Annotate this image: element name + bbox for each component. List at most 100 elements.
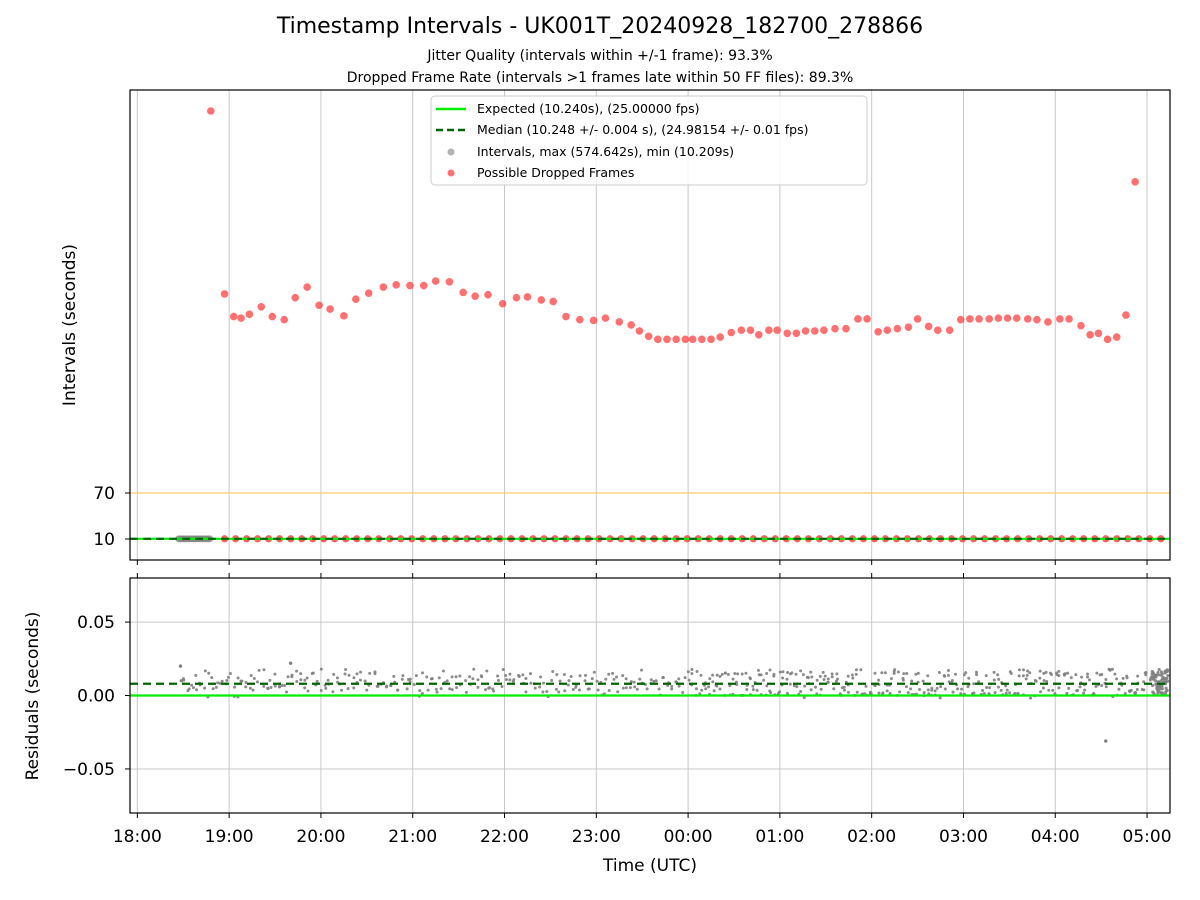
residual-point <box>1067 686 1071 690</box>
residual-point <box>657 687 661 691</box>
residual-point <box>1016 691 1020 695</box>
residual-point <box>946 669 950 673</box>
residual-point <box>1038 676 1042 680</box>
residual-point <box>496 674 500 678</box>
dropped-frame-point <box>340 312 348 320</box>
residual-point <box>616 690 620 694</box>
residual-point <box>1044 670 1048 674</box>
residual-point <box>236 676 240 680</box>
residual-point <box>996 673 1000 677</box>
residual-point <box>562 673 566 677</box>
y-tick-label: 70 <box>93 484 115 504</box>
x-tick-label: 23:00 <box>572 827 621 847</box>
residual-point <box>262 684 266 688</box>
residuals-y-ticks: −0.05 0.00 0.05 <box>63 613 130 780</box>
residual-point <box>211 687 215 691</box>
residuals-marks <box>130 661 1170 743</box>
x-tick-label: 03:00 <box>939 827 988 847</box>
residual-point <box>324 686 328 690</box>
residual-point <box>621 674 625 678</box>
residual-point <box>999 688 1003 692</box>
residual-point <box>511 679 515 683</box>
residual-point <box>414 674 418 678</box>
dropped-frame-point <box>315 301 323 310</box>
dropped-frame-point <box>326 305 334 313</box>
residual-point <box>966 685 970 689</box>
residual-point <box>611 671 615 675</box>
residual-point <box>303 686 307 690</box>
residual-point <box>454 675 458 679</box>
residual-point <box>420 692 424 696</box>
residual-point <box>943 674 947 678</box>
residual-point <box>1117 687 1121 691</box>
dropped-frame-point <box>291 293 300 302</box>
residual-point <box>1009 672 1013 676</box>
residual-point <box>731 677 735 681</box>
residual-point <box>401 674 405 678</box>
residual-point <box>772 672 776 676</box>
residual-point <box>792 684 796 688</box>
residual-point <box>901 676 905 680</box>
residual-point <box>555 673 559 677</box>
residual-point <box>590 677 594 681</box>
residual-point <box>1095 671 1099 675</box>
residual-point <box>744 671 748 675</box>
residual-point <box>1151 690 1155 694</box>
residual-point <box>922 691 926 695</box>
residual-point <box>809 688 813 692</box>
residual-point <box>694 687 698 691</box>
legend-expected-label: Expected (10.240s), (25.00000 fps) <box>477 101 699 116</box>
dropped-frame-point <box>956 315 965 324</box>
residual-point <box>303 678 307 682</box>
residual-point <box>873 671 877 675</box>
residual-point <box>557 690 561 694</box>
residual-point <box>842 685 846 689</box>
dropped-frame-point <box>1056 315 1064 323</box>
dropped-frame-point <box>688 335 697 344</box>
residual-point <box>951 690 955 694</box>
residual-point <box>846 674 850 678</box>
residual-point <box>194 673 198 677</box>
residual-point <box>902 672 906 676</box>
residuals-y-axis-label: Residuals (seconds) <box>23 612 43 781</box>
residual-point <box>624 677 628 681</box>
residual-point <box>225 678 229 682</box>
residual-point <box>521 673 525 677</box>
residual-point <box>832 687 836 691</box>
dropped-frame-point <box>737 326 746 335</box>
residual-point <box>914 672 918 676</box>
legend-median-label: Median (10.248 +/- 0.004 s), (24.98154 +… <box>477 122 808 137</box>
residual-point <box>529 681 533 685</box>
residual-point <box>751 688 755 692</box>
residual-point <box>740 672 744 676</box>
residual-point <box>918 687 922 691</box>
residual-point <box>1135 687 1139 691</box>
residual-point <box>203 669 207 673</box>
dropped-frame-point <box>883 326 892 335</box>
residual-point <box>504 674 508 678</box>
residual-point <box>681 691 685 695</box>
legend-intervals-swatch <box>447 148 455 156</box>
residual-point <box>888 691 892 695</box>
dropped-frame-point <box>498 299 507 308</box>
residual-point <box>1159 691 1163 695</box>
residual-point <box>464 690 468 694</box>
intervals-marks <box>130 107 1170 543</box>
residual-point <box>1110 667 1114 671</box>
residual-point <box>363 679 367 683</box>
residual-point <box>877 691 881 695</box>
dropped-frame-point <box>975 315 983 323</box>
residual-point <box>1024 677 1028 681</box>
residual-point <box>715 673 719 677</box>
residual-point <box>326 678 330 682</box>
residual-point <box>959 692 963 696</box>
residual-point <box>683 676 687 680</box>
residual-point <box>458 674 462 678</box>
residual-point <box>476 678 480 682</box>
residual-point <box>218 681 222 685</box>
residual-point <box>476 685 480 689</box>
residual-point <box>851 676 855 680</box>
x-tick-label: 22:00 <box>480 827 529 847</box>
residual-point <box>1123 691 1127 695</box>
residual-point <box>854 672 858 676</box>
